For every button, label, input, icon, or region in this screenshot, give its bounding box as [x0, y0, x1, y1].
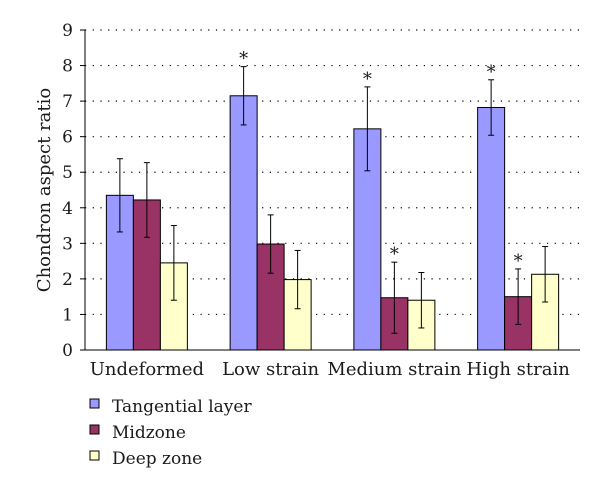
- x-category-label: Undeformed: [90, 359, 204, 380]
- bar: [229, 95, 258, 351]
- y-tick-label: 6: [62, 128, 73, 148]
- x-category-label: High strain: [466, 359, 570, 380]
- legend: Tangential layer Midzone Deep zone: [89, 397, 252, 469]
- y-tick-label: 1: [62, 305, 73, 325]
- legend-swatch: [89, 424, 100, 435]
- x-category-labels: Undeformed Low strain Medium strain High st…: [90, 359, 571, 380]
- significance-star: *: [514, 251, 523, 272]
- significance-star: *: [390, 244, 399, 265]
- y-tick-label: 3: [62, 234, 73, 254]
- significance-markers: * * * * *: [239, 49, 523, 272]
- y-tick-label: 5: [62, 163, 73, 183]
- error-bars: [116, 66, 549, 334]
- y-tick-label: 4: [62, 199, 73, 219]
- axes: [84, 30, 580, 351]
- x-category-label: Low strain: [222, 359, 319, 380]
- y-tick-label: 8: [62, 57, 73, 77]
- legend-swatch: [89, 398, 100, 409]
- legend-label: Deep zone: [112, 449, 202, 469]
- y-tick-label: 7: [62, 92, 73, 112]
- gridlines: [85, 29, 580, 316]
- y-tick-labels: 0 1 2 3 4 5 6 7 8 9: [62, 21, 85, 361]
- significance-star: *: [239, 49, 248, 70]
- legend-label: Midzone: [112, 423, 186, 443]
- y-tick-label: 0: [62, 341, 73, 361]
- legend-swatch: [89, 450, 100, 461]
- legend-label: Tangential layer: [112, 397, 252, 417]
- y-axis-title: Chondron aspect ratio: [34, 88, 55, 292]
- x-category-label: Medium strain: [327, 359, 461, 380]
- y-tick-label: 2: [62, 270, 73, 290]
- y-tick-label: 9: [62, 21, 73, 41]
- significance-star: *: [487, 62, 496, 83]
- bar: [477, 107, 506, 351]
- significance-star: *: [363, 69, 372, 90]
